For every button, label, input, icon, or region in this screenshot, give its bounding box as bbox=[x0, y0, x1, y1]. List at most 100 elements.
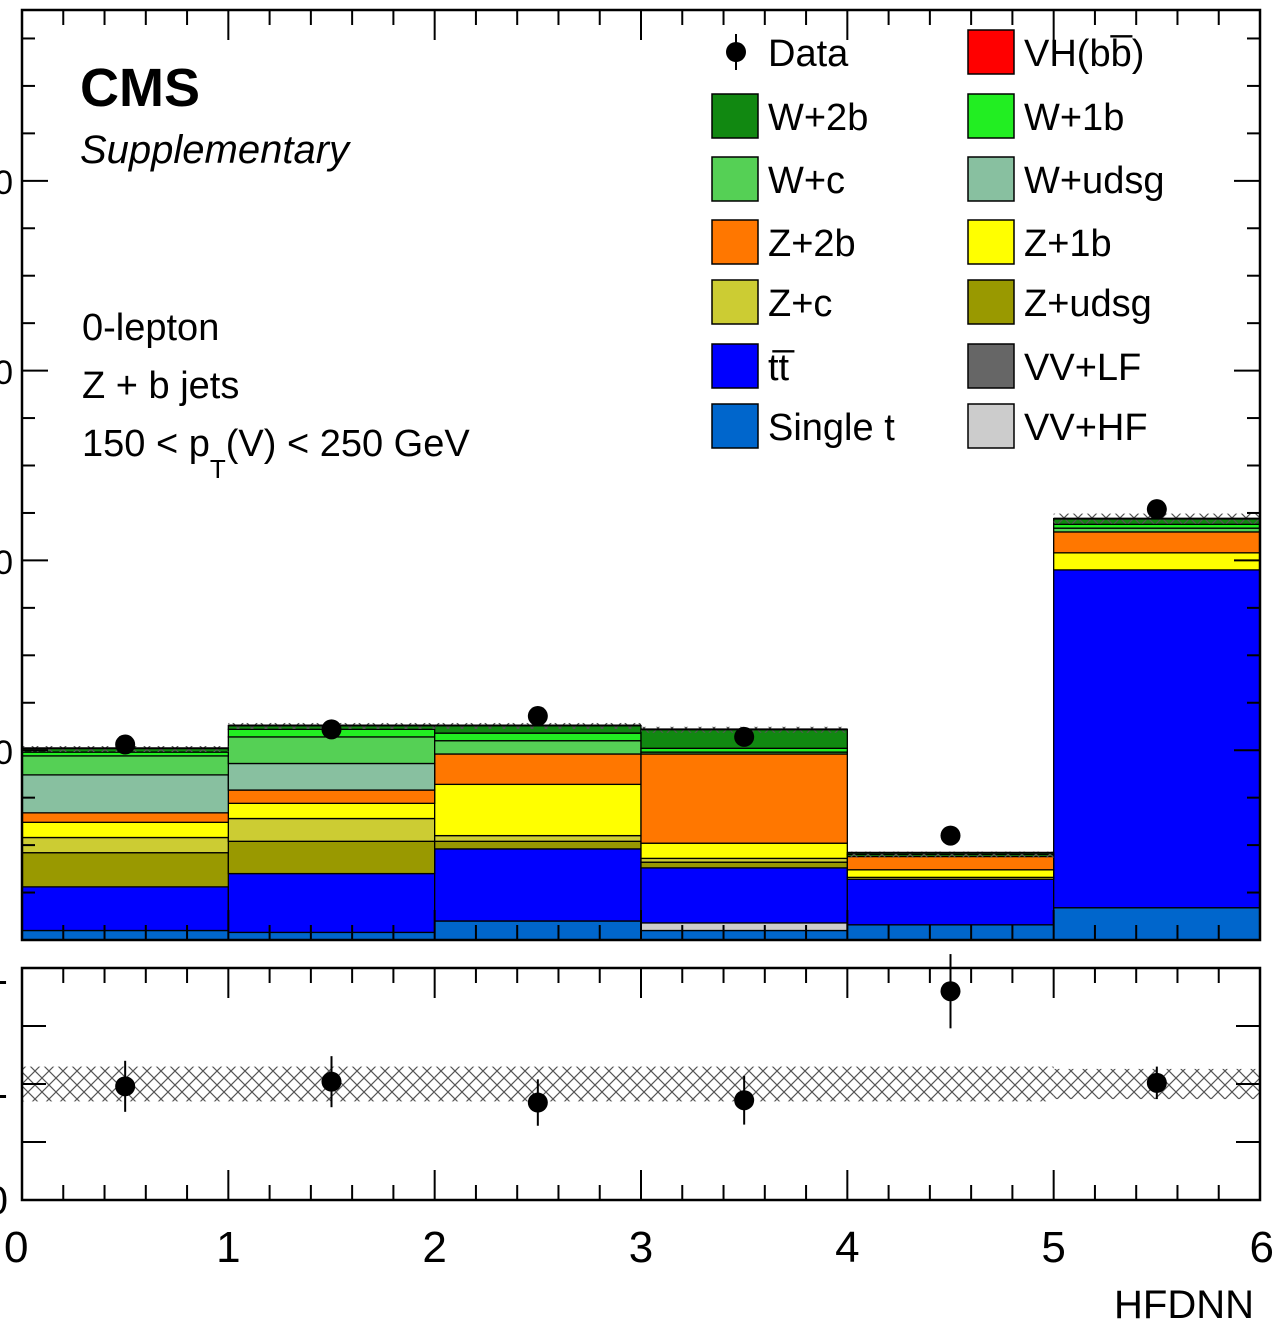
bar-segment bbox=[434, 783, 642, 837]
ratio-points bbox=[115, 954, 1167, 1126]
legend-swatch bbox=[967, 219, 1015, 265]
legend-label: VH(bb̅) bbox=[1024, 33, 1144, 75]
bar-segment bbox=[21, 929, 229, 941]
bar-segment bbox=[21, 821, 229, 839]
data-point bbox=[321, 719, 342, 740]
legend-swatch bbox=[711, 219, 759, 265]
bar-segment bbox=[21, 755, 229, 776]
ratio-band-segment bbox=[847, 1066, 1054, 1102]
bar-segment bbox=[434, 753, 642, 786]
legend-swatch bbox=[711, 403, 759, 449]
ratio-point bbox=[527, 1092, 548, 1113]
legend-swatch bbox=[967, 156, 1015, 202]
main-y-tick-label: 0 bbox=[0, 544, 13, 582]
bar-segment bbox=[846, 855, 1055, 871]
legend-swatch bbox=[967, 29, 1015, 75]
legend-swatch bbox=[711, 279, 759, 325]
main-y-tick-labels: 0 0 0 0 bbox=[0, 164, 13, 772]
annotation-pt-subscript: T bbox=[210, 454, 226, 484]
bar-segment bbox=[846, 869, 1055, 879]
bar-segment bbox=[1053, 552, 1261, 571]
ratio-point bbox=[321, 1071, 342, 1092]
bar-segment bbox=[227, 789, 436, 804]
legend-label: Data bbox=[768, 33, 849, 75]
legend-label: VV+HF bbox=[1024, 407, 1148, 449]
bar-segment bbox=[434, 848, 642, 922]
x-tick-label: 5 bbox=[1041, 1223, 1065, 1272]
bar-segment bbox=[227, 736, 436, 765]
x-tick-label: 0 bbox=[4, 1223, 28, 1272]
bar-segment bbox=[227, 872, 436, 934]
annotation-lepton: 0-lepton bbox=[82, 307, 219, 349]
bar-segment bbox=[434, 732, 642, 742]
bar-segment bbox=[434, 834, 642, 842]
data-point bbox=[1146, 499, 1167, 520]
x-tick-label: 1 bbox=[216, 1223, 240, 1272]
cms-label: CMS bbox=[80, 58, 200, 118]
annotation-pt-prefix: 150 < p bbox=[82, 423, 210, 465]
ratio-uncertainty-band bbox=[22, 1066, 1260, 1102]
bar-segment bbox=[21, 836, 229, 854]
uncertainty-hatch bbox=[847, 851, 1054, 858]
bar-segment bbox=[227, 802, 436, 820]
annotation-pt-suffix: (V) < 250 GeV bbox=[226, 423, 471, 465]
main-ticks bbox=[21, 10, 1261, 941]
data-points bbox=[115, 499, 1167, 846]
legend-label: Z+c bbox=[768, 283, 832, 325]
legend-label: W+c bbox=[768, 160, 845, 202]
ratio-y-tick-label: 1 bbox=[0, 949, 8, 993]
bar-segment bbox=[1053, 907, 1261, 941]
legend-label: W+1b bbox=[1024, 97, 1124, 139]
bar-segment bbox=[21, 852, 229, 888]
x-tick-labels: 0 1 2 3 4 5 6 bbox=[4, 1223, 1274, 1272]
bar-segment bbox=[640, 922, 848, 932]
legend-swatch bbox=[967, 93, 1015, 139]
x-axis-label: HFDNN bbox=[1114, 1283, 1254, 1327]
bar-segment bbox=[640, 861, 848, 869]
data-point bbox=[734, 726, 755, 747]
bar-segment bbox=[434, 920, 642, 941]
data-point bbox=[527, 706, 548, 727]
ratio-point bbox=[1146, 1072, 1167, 1093]
cms-sublabel: Supplementary bbox=[80, 128, 352, 172]
bar-segment bbox=[846, 878, 1055, 926]
x-tick-label: 4 bbox=[835, 1223, 859, 1272]
bar-segment bbox=[1053, 531, 1261, 554]
bar-segment bbox=[227, 817, 436, 842]
legend-swatch bbox=[967, 279, 1015, 325]
main-y-tick-label: 0 bbox=[0, 734, 13, 772]
bar-segment bbox=[640, 842, 848, 860]
x-tick-label: 6 bbox=[1250, 1223, 1274, 1272]
legend-label: Z+2b bbox=[768, 223, 856, 265]
bar-segment bbox=[227, 840, 436, 875]
ratio-point bbox=[734, 1090, 755, 1111]
legend-label: Z+1b bbox=[1024, 223, 1112, 265]
data-point bbox=[940, 825, 961, 846]
legend-swatch bbox=[711, 156, 759, 202]
main-y-tick-label: 0 bbox=[0, 164, 13, 202]
bar-segment bbox=[434, 740, 642, 755]
legend-swatch bbox=[967, 403, 1015, 449]
legend-label: VV+LF bbox=[1024, 347, 1141, 389]
legend-swatch bbox=[711, 343, 759, 389]
bar-segment bbox=[1053, 569, 1261, 909]
ratio-point bbox=[940, 981, 961, 1002]
main-y-tick-label: 0 bbox=[0, 354, 13, 392]
bar-segment bbox=[21, 886, 229, 932]
legend: Data VH(bb̅) W+2b W+1b W+c W+udsg Z+2b Z+1b Z+c Z… bbox=[711, 29, 1164, 449]
bar-segment bbox=[640, 867, 848, 924]
legend-label: Z+udsg bbox=[1024, 283, 1152, 325]
x-tick-label: 2 bbox=[422, 1223, 446, 1272]
annotation-pt-range: 150 < pT(V) < 250 GeV bbox=[82, 423, 470, 484]
bar-segment bbox=[846, 924, 1055, 941]
legend-label: tt̅ bbox=[768, 347, 795, 389]
ratio-y-tick-label: 0 bbox=[0, 1179, 8, 1223]
data-point bbox=[115, 734, 136, 755]
bar-segment bbox=[640, 753, 848, 844]
annotation-region: Z + b jets bbox=[82, 365, 239, 407]
legend-label: W+udsg bbox=[1024, 160, 1164, 202]
ratio-y-tick-labels: 1 1 0 bbox=[0, 949, 8, 1223]
bar-segment bbox=[227, 762, 436, 791]
ratio-y-tick-label: 1 bbox=[0, 1063, 8, 1107]
